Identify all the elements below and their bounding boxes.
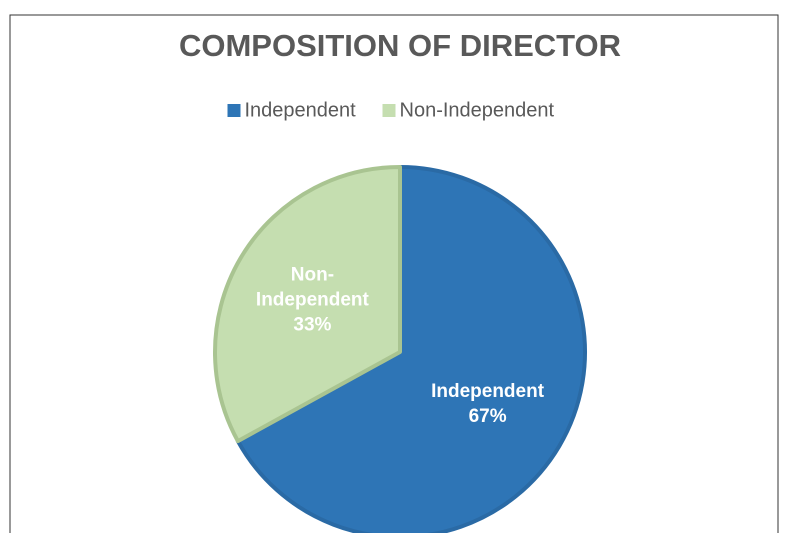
frame	[9, 14, 779, 533]
data-label-value: 33%	[293, 314, 332, 336]
data-label-value: 67%	[468, 405, 507, 427]
data-label: Non-Independent 33%	[247, 263, 377, 338]
pie-slice	[213, 165, 402, 444]
legend-label: Independent	[245, 99, 357, 121]
legend-swatch	[382, 104, 396, 117]
legend-label: Non-Independent	[400, 99, 555, 121]
data-label-name: Non-Independent	[255, 264, 369, 311]
pie-slice	[235, 165, 587, 533]
data-label: Independent 67%	[398, 379, 578, 429]
legend-swatch	[227, 104, 241, 117]
data-label-name: Independent	[431, 380, 545, 402]
chart-title: COMPOSITION OF DIRECTOR	[179, 28, 621, 63]
